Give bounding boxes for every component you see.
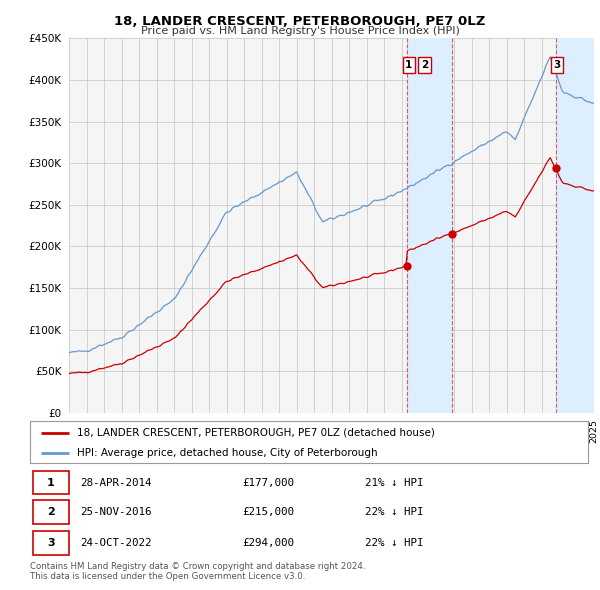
Text: Contains HM Land Registry data © Crown copyright and database right 2024.
This d: Contains HM Land Registry data © Crown c… (30, 562, 365, 581)
Text: 3: 3 (554, 60, 561, 70)
FancyBboxPatch shape (33, 500, 69, 524)
FancyBboxPatch shape (33, 471, 69, 494)
Text: 21% ↓ HPI: 21% ↓ HPI (365, 477, 424, 487)
Bar (556, 38, 594, 413)
Text: 1: 1 (47, 477, 55, 487)
Text: HPI: Average price, detached house, City of Peterborough: HPI: Average price, detached house, City… (77, 448, 378, 457)
Text: £177,000: £177,000 (242, 477, 294, 487)
Text: Price paid vs. HM Land Registry's House Price Index (HPI): Price paid vs. HM Land Registry's House … (140, 26, 460, 36)
Text: £215,000: £215,000 (242, 507, 294, 517)
Text: 2: 2 (421, 60, 428, 70)
Text: 2: 2 (47, 507, 55, 517)
Text: 18, LANDER CRESCENT, PETERBOROUGH, PE7 0LZ (detached house): 18, LANDER CRESCENT, PETERBOROUGH, PE7 0… (77, 428, 436, 438)
Text: 1: 1 (405, 60, 412, 70)
Text: 3: 3 (47, 538, 55, 548)
Text: 18, LANDER CRESCENT, PETERBOROUGH, PE7 0LZ: 18, LANDER CRESCENT, PETERBOROUGH, PE7 0… (115, 15, 485, 28)
Text: 24-OCT-2022: 24-OCT-2022 (80, 538, 152, 548)
Text: 22% ↓ HPI: 22% ↓ HPI (365, 538, 424, 548)
Text: 22% ↓ HPI: 22% ↓ HPI (365, 507, 424, 517)
Text: £294,000: £294,000 (242, 538, 294, 548)
Text: 25-NOV-2016: 25-NOV-2016 (80, 507, 152, 517)
FancyBboxPatch shape (33, 531, 69, 555)
Bar (407, 38, 452, 413)
Text: 28-APR-2014: 28-APR-2014 (80, 477, 152, 487)
